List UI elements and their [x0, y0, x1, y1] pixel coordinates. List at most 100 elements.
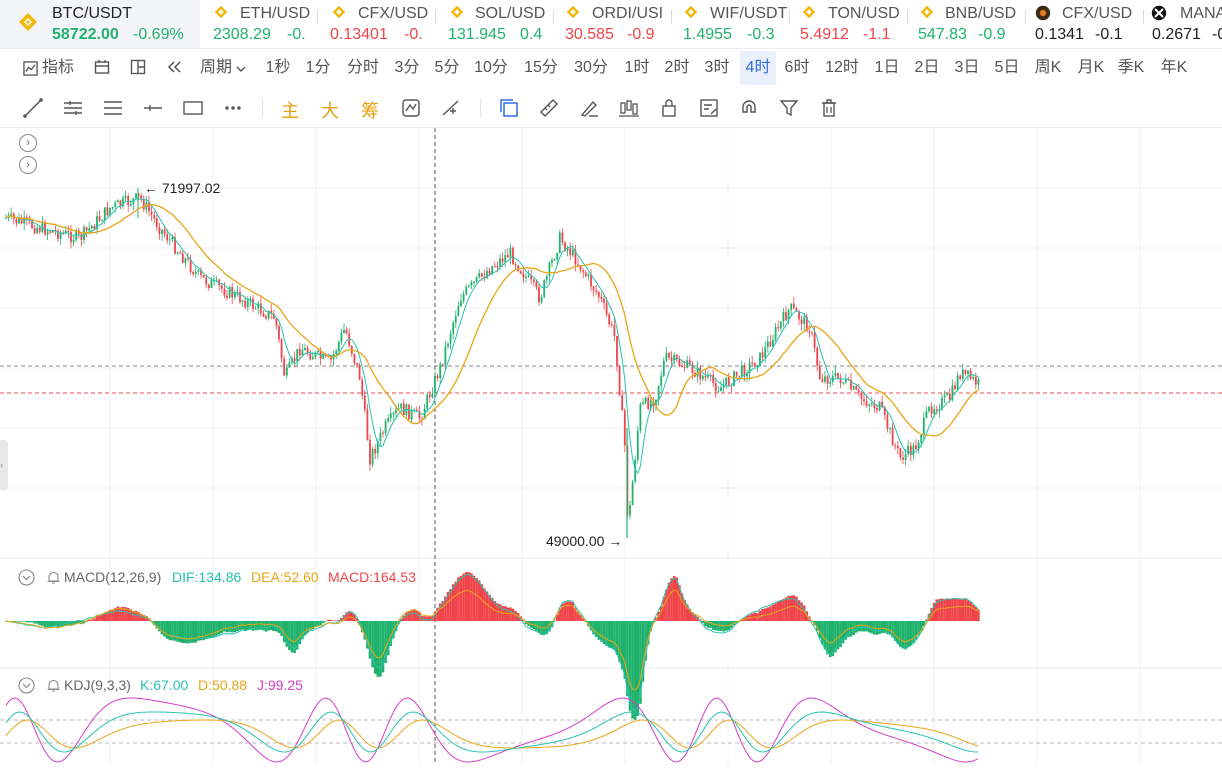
- interval-tab[interactable]: 1时: [624, 59, 650, 76]
- chevron-right-icon[interactable]: ›: [19, 134, 37, 152]
- macd-histogram-bar: [644, 621, 647, 661]
- interval-tab[interactable]: 1分: [305, 59, 331, 76]
- interval-tab[interactable]: 10分: [474, 59, 508, 76]
- ticker-ordi-usdt[interactable]: ORDI/USI 30.585 -0.9: [554, 0, 672, 48]
- chart-area[interactable]: › › ← 71997.02 49000.00 → MACD(12,26,9) …: [0, 128, 1222, 764]
- interval-tab[interactable]: 15分: [524, 59, 558, 76]
- interval-tab[interactable]: 5分: [434, 59, 460, 76]
- candle-body: [595, 290, 598, 292]
- chevron-down-icon[interactable]: [18, 569, 35, 586]
- ticker-sol-usd[interactable]: SOL/USD 131.945 0.4: [436, 0, 554, 48]
- macd-histogram-bar: [145, 615, 148, 621]
- candle-body: [389, 413, 392, 418]
- candle-body: [239, 291, 241, 303]
- macd-histogram-bar: [719, 621, 723, 632]
- ticker-cfx-usd-2[interactable]: CFX/USD 0.1341 -0.1: [1026, 0, 1144, 48]
- ticker-btc-usdt[interactable]: BTC/USDT 58722.00 -0.69%: [0, 0, 200, 48]
- horizontal-ray-icon[interactable]: [142, 97, 164, 119]
- interval-tab[interactable]: 周K: [1034, 59, 1062, 76]
- interval-tab[interactable]: 1秒: [265, 59, 291, 76]
- trash-icon[interactable]: [818, 97, 840, 119]
- interval-tab[interactable]: 3时: [704, 59, 730, 76]
- measure-icon[interactable]: [440, 97, 462, 119]
- macd-histogram-bar: [308, 621, 312, 630]
- replay-icon[interactable]: [166, 59, 182, 75]
- macd-histogram-bar: [893, 621, 897, 642]
- candle-body: [306, 347, 309, 354]
- candle-body: [96, 216, 98, 230]
- candle-body: [889, 427, 891, 429]
- interval-tab[interactable]: 6时: [784, 59, 810, 76]
- bell-icon[interactable]: [46, 570, 61, 585]
- ticker-wif-usdt[interactable]: WIF/USDT 1.4955 -0.3: [672, 0, 790, 48]
- magnet-icon[interactable]: [738, 97, 760, 119]
- candle-body: [699, 367, 702, 380]
- trend-line-icon[interactable]: [22, 97, 44, 119]
- rectangle-icon[interactable]: [182, 97, 204, 119]
- brush-icon[interactable]: [578, 97, 600, 119]
- calendar-icon[interactable]: [94, 59, 110, 75]
- macd-histogram-bar: [38, 621, 42, 626]
- candle-body: [886, 414, 889, 429]
- macd-name: MACD(12,26,9): [64, 569, 162, 585]
- interval-tab[interactable]: 月K: [1077, 59, 1105, 76]
- candle-body: [501, 258, 504, 263]
- macd-histogram-bar: [347, 611, 351, 621]
- note-icon[interactable]: [698, 97, 720, 119]
- copy-icon[interactable]: [498, 97, 520, 119]
- macd-histogram-bar: [815, 621, 819, 631]
- ruler-icon[interactable]: [538, 97, 560, 119]
- interval-tab[interactable]: 年K: [1160, 59, 1188, 76]
- main-chart-button[interactable]: 主: [281, 101, 299, 122]
- interval-tab[interactable]: 2日: [914, 59, 940, 76]
- ticker-bnb-usdt[interactable]: BNB/USD 547.83 -0.9: [908, 0, 1026, 48]
- macd-histogram-bar: [191, 621, 195, 643]
- macd-histogram-bar: [607, 621, 611, 648]
- macd-histogram-bar: [888, 621, 892, 635]
- interval-tab[interactable]: 季K: [1117, 59, 1145, 76]
- macd-histogram-bar: [506, 607, 510, 621]
- chip-distribution-button[interactable]: 筹: [361, 101, 379, 122]
- interval-tab[interactable]: 1日: [874, 59, 900, 76]
- candle-body: [142, 198, 145, 210]
- indicator-button[interactable]: 指标: [20, 51, 78, 85]
- layout-icon[interactable]: [130, 59, 146, 75]
- parallel-channel-icon[interactable]: [62, 97, 84, 119]
- macd-histogram-bar: [446, 592, 450, 621]
- large-order-button[interactable]: 大: [321, 101, 339, 122]
- candles-icon[interactable]: [618, 97, 640, 119]
- macd-histogram-bar: [412, 609, 416, 621]
- more-icon[interactable]: [222, 97, 244, 119]
- ticker-ton-usdt[interactable]: TON/USD 5.4912 -1.1: [790, 0, 908, 48]
- bell-icon[interactable]: [46, 678, 61, 693]
- interval-tab[interactable]: 30分: [574, 59, 608, 76]
- interval-tab[interactable]: 3日: [954, 59, 980, 76]
- lock-icon[interactable]: [658, 97, 680, 119]
- period-dropdown[interactable]: 周期: [196, 51, 252, 85]
- chevron-right-icon[interactable]: ›: [19, 156, 37, 174]
- price-chart[interactable]: [0, 128, 1222, 764]
- ticker-mana[interactable]: MANA 0.2671 -0.: [1144, 0, 1222, 48]
- candle-body: [795, 308, 798, 312]
- chevron-down-icon[interactable]: [18, 677, 35, 694]
- macd-histogram-bar: [631, 621, 634, 719]
- filter-icon[interactable]: [778, 97, 800, 119]
- ticker-change: -0.9: [627, 26, 655, 43]
- macd-histogram-bar: [568, 601, 572, 621]
- candle-body: [751, 362, 754, 364]
- ticker-cfx-usd[interactable]: CFX/USD 0.13401 -0.: [318, 0, 436, 48]
- interval-tab[interactable]: 分时: [346, 59, 379, 76]
- candle-body: [816, 347, 819, 366]
- ticker-eth-usd[interactable]: ETH/USD 2308.29 -0.: [200, 0, 318, 48]
- interval-tab[interactable]: 5日: [994, 59, 1020, 76]
- compare-icon[interactable]: [400, 97, 422, 119]
- interval-tab[interactable]: 2时: [664, 59, 690, 76]
- sidebar-toggle-handle[interactable]: ›: [0, 440, 8, 490]
- candle-body: [808, 331, 811, 333]
- interval-tab[interactable]: 3分: [394, 59, 420, 76]
- candle-body: [600, 297, 603, 299]
- horizontal-lines-icon[interactable]: [102, 97, 124, 119]
- interval-tab[interactable]: 12时: [825, 59, 859, 76]
- candle-body: [761, 352, 764, 358]
- interval-tab[interactable]: 4时: [740, 51, 776, 85]
